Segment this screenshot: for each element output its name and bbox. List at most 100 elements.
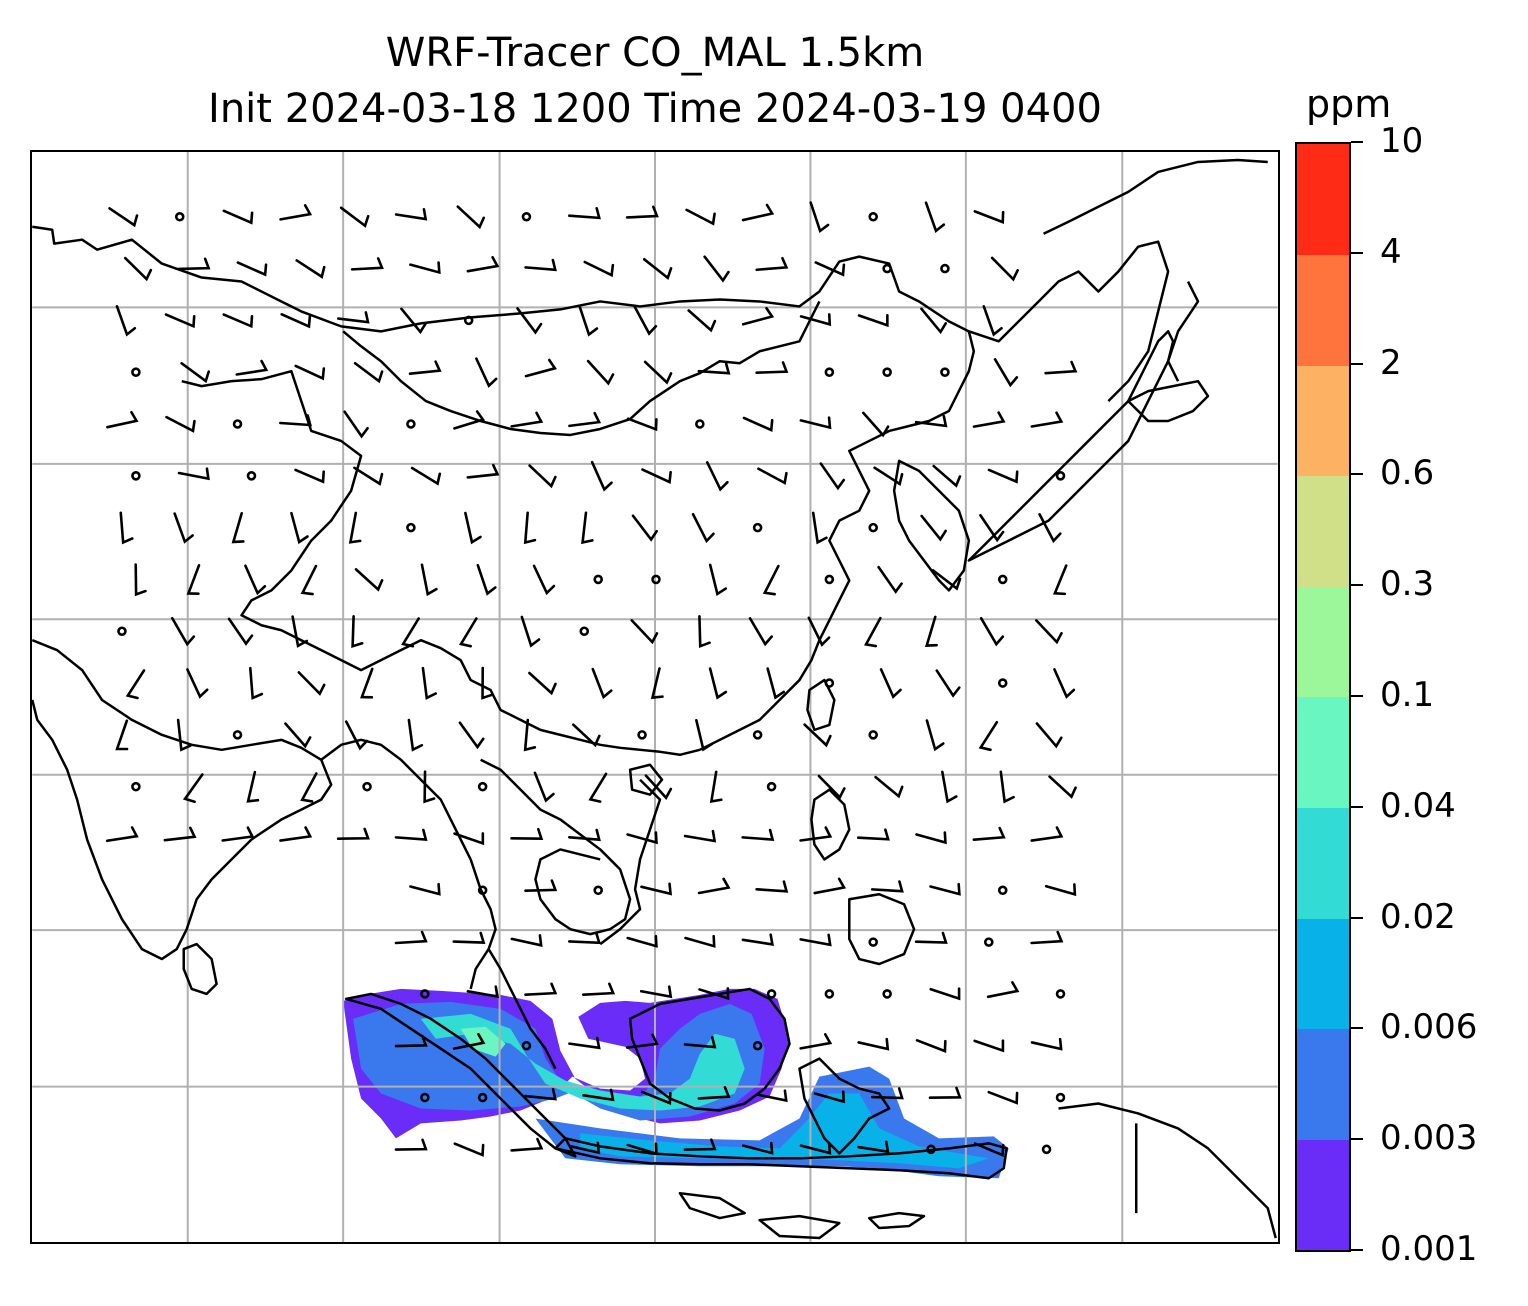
calm-wind-marker <box>117 626 127 637</box>
calm-wind-marker <box>362 781 372 792</box>
wind-barb <box>360 667 374 699</box>
wind-barb <box>879 668 902 699</box>
wind-barb <box>857 1037 890 1051</box>
wind-barb <box>697 362 731 375</box>
wind-barb <box>799 1033 833 1050</box>
colorbar-tick <box>1351 584 1363 587</box>
wind-barb <box>755 1089 788 1103</box>
india-outline <box>32 639 333 961</box>
tracer-shading <box>343 988 1009 1179</box>
calm-wind-marker <box>766 989 777 999</box>
colorbar-unit-label: ppm <box>1306 82 1392 126</box>
wind-barb <box>351 615 364 648</box>
colorbar <box>1295 142 1351 1252</box>
wind-barb <box>344 720 369 751</box>
russia-far-east <box>968 240 1170 402</box>
wind-barb <box>456 205 486 230</box>
wind-barb <box>741 306 775 326</box>
calm-wind-marker <box>868 937 878 947</box>
calm-wind-marker <box>824 367 835 377</box>
wind-barb <box>353 466 384 486</box>
colorbar-tick-label: 0.003 <box>1380 1118 1478 1159</box>
wind-barb <box>741 828 775 842</box>
calm-wind-marker <box>824 678 835 688</box>
wind-barb <box>705 461 729 492</box>
wind-barb <box>568 1141 601 1155</box>
wind-barb <box>1030 411 1064 428</box>
wind-barb <box>1048 775 1077 799</box>
wind-barb <box>873 466 904 486</box>
wind-barb <box>524 358 557 378</box>
colorbar-segment <box>1297 254 1349 366</box>
wind-barb <box>990 256 1019 282</box>
wind-barb <box>741 203 775 222</box>
wind-barb <box>1052 564 1068 596</box>
calm-wind-marker <box>695 419 705 429</box>
wind-barb <box>809 201 830 234</box>
calm-wind-marker <box>131 367 141 377</box>
calm-wind-marker <box>637 730 647 740</box>
wind-barb <box>862 411 890 438</box>
wind-barb <box>1044 360 1078 375</box>
wind-barb <box>684 934 716 948</box>
wind-barb <box>626 831 658 845</box>
wind-barb <box>755 880 789 893</box>
tracer-plume-west-core <box>420 1013 745 1111</box>
wind-barb <box>568 411 602 428</box>
calm-wind-marker <box>997 574 1008 585</box>
wind-barb <box>533 771 555 803</box>
calm-wind-marker <box>406 419 416 429</box>
japan-honshu <box>967 330 1175 562</box>
calm-wind-marker <box>477 781 488 792</box>
wind-barb <box>987 1090 1019 1105</box>
taiwan <box>806 678 836 732</box>
wind-barb <box>407 718 424 752</box>
wind-barb <box>915 831 947 845</box>
calm-wind-marker <box>579 626 590 637</box>
wind-barb <box>300 564 318 596</box>
wind-barb <box>164 313 196 329</box>
wind-barb <box>626 934 658 948</box>
colorbar-tick <box>1351 141 1363 143</box>
colorbar-tick-label: 2 <box>1380 342 1402 383</box>
wind-barb <box>586 359 615 386</box>
wind-barb <box>972 826 1006 841</box>
wind-barb <box>581 511 594 545</box>
wind-barb <box>177 467 210 481</box>
calm-wind-marker <box>752 522 763 533</box>
wind-barb <box>186 564 201 595</box>
wind-barb <box>354 568 384 592</box>
calm-wind-marker <box>477 885 488 896</box>
chart-title-line-1: WRF-Tracer CO_MAL 1.5km <box>385 30 925 76</box>
wind-barb <box>568 1036 601 1050</box>
calm-wind-marker <box>882 263 892 274</box>
wind-barb <box>182 773 204 804</box>
wind-barb <box>625 1033 659 1049</box>
calm-wind-marker <box>420 989 430 999</box>
wind-barb <box>931 569 962 591</box>
wind-barb <box>1053 668 1076 699</box>
wind-barb <box>915 1039 947 1053</box>
colorbar-tick-label: 10 <box>1380 121 1424 161</box>
wind-barb <box>453 832 485 846</box>
wind-barb <box>481 666 494 700</box>
timor <box>867 1211 926 1230</box>
wind-barb <box>458 617 478 648</box>
calm-wind-marker <box>868 730 878 740</box>
colorbar-tick <box>1351 251 1363 254</box>
wind-barb <box>1030 826 1064 842</box>
wind-barb <box>222 313 254 329</box>
wind-barb <box>510 827 544 840</box>
wind-barb <box>683 829 717 843</box>
map-canvas <box>32 152 1278 1242</box>
wind-barb <box>799 826 833 842</box>
wind-barb <box>928 1086 962 1100</box>
colorbar-segment <box>1297 1028 1349 1140</box>
wind-barb <box>929 882 961 896</box>
calm-wind-marker <box>983 937 994 947</box>
wind-barb <box>925 719 945 752</box>
calm-wind-marker <box>752 730 763 740</box>
wind-barb <box>709 770 723 804</box>
wind-barb <box>626 417 658 432</box>
wind-barb <box>803 723 832 748</box>
